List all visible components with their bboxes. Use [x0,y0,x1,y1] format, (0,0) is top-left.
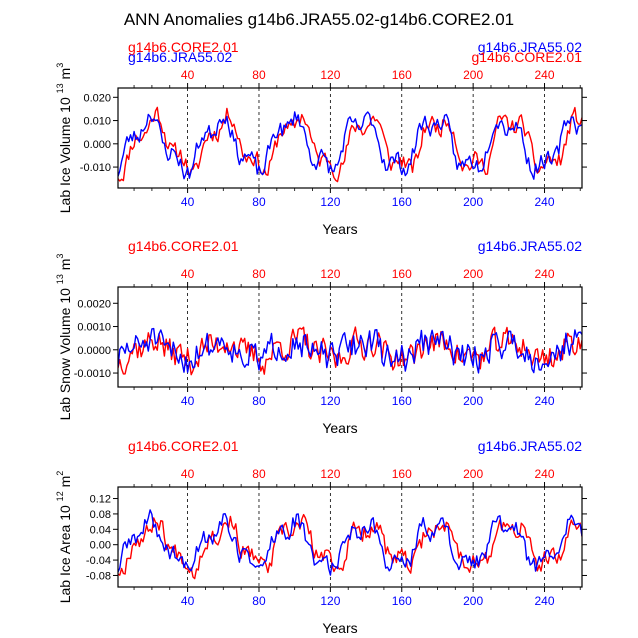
x-axis-title: Years [322,420,357,436]
y-tick-label: 0.04 [90,524,111,536]
right-run-label: g14b6.JRA55.02 [478,238,583,254]
bottom-tick-label: 80 [252,195,266,209]
bottom-tick-label: 240 [535,394,555,408]
bottom-tick-label: 240 [535,195,555,209]
y-tick-label: 0.0020 [77,298,111,310]
y-axis-title: Lab Ice Volume 10 13 m3 [55,63,73,213]
bottom-tick-label: 40 [181,394,195,408]
bottom-tick-label: 80 [252,394,266,408]
bottom-tick-label: 200 [463,195,483,209]
y-tick-label: 0.12 [90,494,111,506]
y-axis-title: Lab Snow Volume 10 13 m3 [55,254,73,421]
series-line-g14b6.JRA55.02 [118,111,582,180]
bottom-tick-label: 240 [535,594,555,608]
y-tick-label: -0.08 [86,570,111,582]
top-tick-label: 200 [463,267,483,281]
top-tick-label: 40 [181,267,195,281]
top-tick-label: 240 [535,68,555,82]
right-run-label: g14b6.JRA55.02 [478,39,583,55]
left-run-label: g14b6.CORE2.01 [128,39,239,55]
series-line-g14b6.JRA55.02 [118,327,582,374]
top-tick-label: 240 [535,467,555,481]
bottom-tick-label: 200 [463,594,483,608]
right-run-label: g14b6.CORE2.01 [471,49,582,65]
bottom-tick-label: 160 [392,594,412,608]
figure-title: ANN Anomalies g14b6.JRA55.02-g14b6.CORE2… [124,10,514,29]
series-line-g14b6.JRA55.02 [118,509,582,576]
y-tick-label: -0.0010 [74,368,111,380]
left-run-label: g14b6.CORE2.01 [128,438,239,454]
bottom-tick-label: 40 [181,594,195,608]
x-axis-title: Years [322,620,357,636]
y-tick-label: -0.010 [80,162,111,174]
top-tick-label: 160 [392,68,412,82]
left-run-label: g14b6.CORE2.01 [128,238,239,254]
y-tick-label: -0.04 [86,555,111,567]
top-tick-label: 200 [463,467,483,481]
y-tick-label: 0.00 [90,540,111,552]
bottom-tick-label: 40 [181,195,195,209]
y-tick-label: 0.0010 [77,322,111,334]
plot-frame [117,286,583,388]
series-line-g14b6.CORE2.01 [118,106,582,183]
bottom-tick-label: 120 [320,394,340,408]
chart-panel-1: 40 40 80 80 120 120 160 160 200 200 240 240 -0.010 0.… [55,39,587,237]
top-tick-label: 160 [392,467,412,481]
top-tick-label: 40 [181,467,195,481]
bottom-tick-label: 120 [320,594,340,608]
y-tick-label: 0.0000 [77,345,111,357]
bottom-tick-label: 200 [463,394,483,408]
y-tick-label: 0.08 [90,509,111,521]
top-tick-label: 80 [252,68,266,82]
top-tick-label: 40 [181,68,195,82]
bottom-tick-label: 120 [320,195,340,209]
chart-panel-3: 40 40 80 80 120 120 160 160 200 200 240 240 -0.08 -0.… [55,438,587,636]
top-tick-label: 80 [252,467,266,481]
chart-panel-2: 40 40 80 80 120 120 160 160 200 200 240 240 -0.0010 0… [55,238,587,436]
top-tick-label: 120 [320,68,340,82]
top-tick-label: 160 [392,267,412,281]
bottom-tick-label: 160 [392,195,412,209]
plot-frame [117,486,583,588]
y-tick-label: 0.010 [83,116,111,128]
top-tick-label: 200 [463,68,483,82]
bottom-tick-label: 160 [392,394,412,408]
right-run-label: g14b6.JRA55.02 [478,438,583,454]
x-axis-title: Years [322,221,357,237]
bottom-tick-label: 80 [252,594,266,608]
top-tick-label: 120 [320,267,340,281]
left-run-label: g14b6.JRA55.02 [128,49,233,65]
y-tick-label: 0.000 [83,139,111,151]
top-tick-label: 80 [252,267,266,281]
plot-frame [117,87,583,189]
y-axis-title: Lab Ice Area 10 12 m2 [55,471,73,604]
y-tick-label: 0.020 [83,92,111,104]
top-tick-label: 240 [535,267,555,281]
top-tick-label: 120 [320,467,340,481]
